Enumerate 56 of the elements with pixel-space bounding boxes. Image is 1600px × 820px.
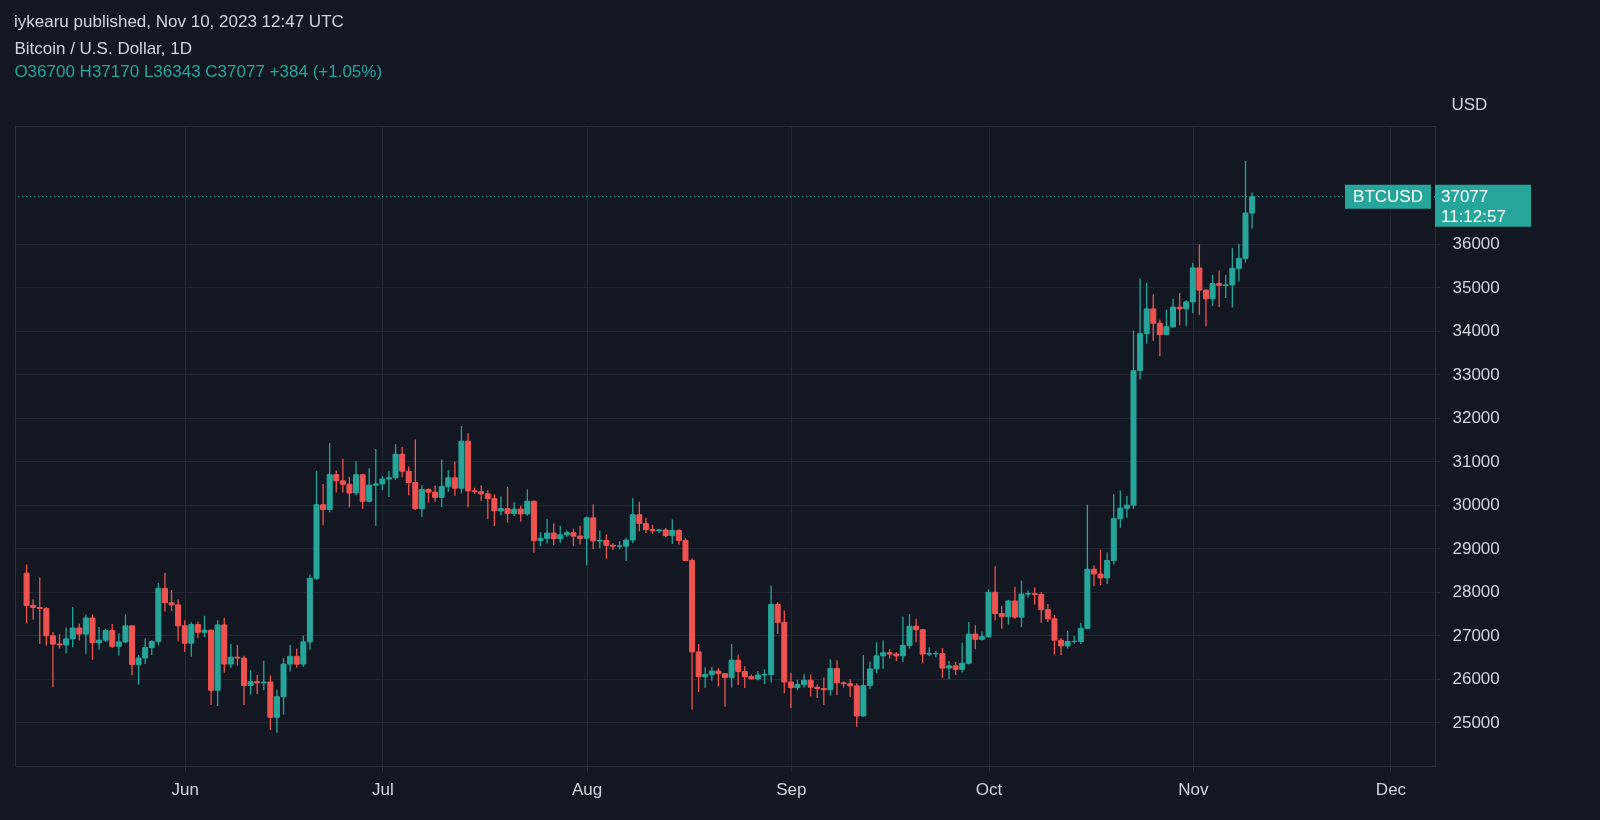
x-tick-label: Dec [1375, 779, 1407, 799]
candlestick [669, 518, 676, 545]
y-tick-label: 26000 [1452, 669, 1500, 689]
y-tick-label: 27000 [1452, 625, 1500, 645]
y-tick-label: 35000 [1452, 277, 1500, 297]
x-tick-label: Aug [572, 779, 603, 799]
y-tick-label: 36000 [1452, 234, 1500, 254]
y-tick-label: 25000 [1452, 712, 1500, 732]
candlestick [227, 643, 234, 669]
candlestick [109, 623, 116, 649]
candlestick [583, 515, 590, 566]
y-axis-title: USD [1451, 94, 1488, 114]
candlestick [1176, 292, 1183, 327]
ref-line-label: BTCUSD [1353, 186, 1423, 206]
chart-title: Bitcoin / U.S. Dollar, 1D [14, 39, 193, 58]
candlestick [1209, 274, 1216, 307]
candlestick [497, 495, 504, 516]
candlestick [1005, 599, 1012, 626]
y-tick-label: 29000 [1452, 538, 1500, 558]
candlestick [293, 647, 300, 669]
text: iykearu published, Nov 10, 2023 12:47 UTC [13, 11, 345, 33]
chart-subtitle: O36700 H37170 L36343 C37077 +384 (+1.05%) [14, 62, 383, 81]
x-tick-label: Jul [372, 779, 394, 799]
candlestick [1216, 269, 1223, 308]
candlestick [418, 484, 425, 518]
candlestick [504, 486, 511, 524]
y-tick-label: 33000 [1452, 364, 1500, 384]
candlestick [524, 488, 531, 517]
candlestick [972, 624, 979, 650]
candlestick [946, 660, 953, 681]
candlestick [247, 669, 254, 696]
candlestick [939, 647, 946, 679]
x-tick-label: Jun [171, 779, 199, 799]
candlestick [260, 659, 267, 691]
candlestick [550, 522, 557, 546]
candlestick [353, 460, 360, 496]
text: 11:12:57 [1441, 206, 1506, 226]
y-tick-label: 31000 [1452, 451, 1500, 471]
candlestick [728, 643, 735, 689]
candlestick [590, 503, 597, 550]
y-tick-label: 32000 [1452, 408, 1500, 428]
candlestick [320, 483, 327, 526]
candlestick [201, 615, 208, 638]
y-tick-label: 30000 [1452, 495, 1500, 515]
x-tick-label: Sep [776, 779, 807, 799]
candlestick [827, 658, 834, 697]
text: 37077 [1441, 186, 1489, 206]
candlestick [188, 621, 195, 658]
y-tick-label: 34000 [1452, 321, 1500, 341]
x-tick-label: Oct [975, 779, 1003, 799]
y-tick-label: 28000 [1452, 582, 1500, 602]
candlestick [254, 674, 261, 695]
candlestick [451, 461, 458, 497]
x-tick-label: Nov [1178, 779, 1209, 799]
candlestick [82, 613, 89, 655]
candlestick [1011, 585, 1018, 620]
